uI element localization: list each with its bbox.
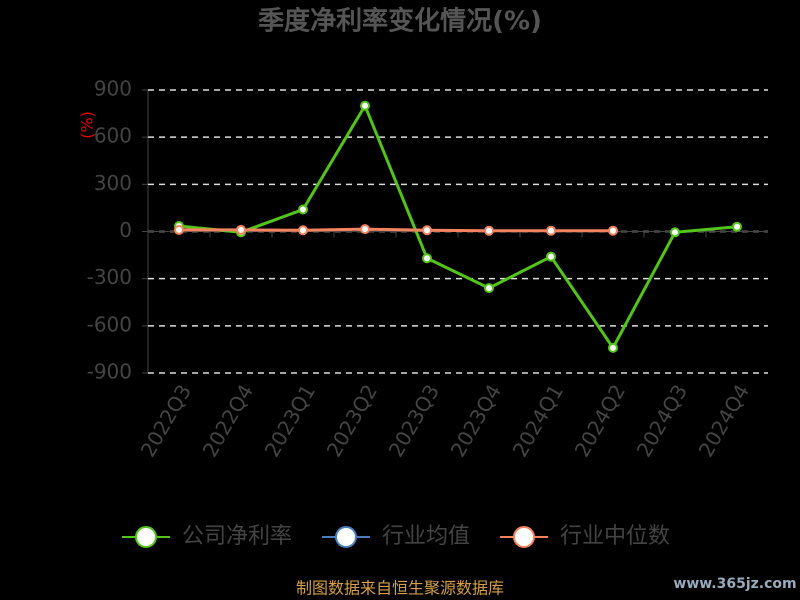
x-tick-label: 2024Q3: [632, 380, 692, 461]
point: [546, 225, 556, 236]
legend-label: 公司净利率: [182, 524, 292, 549]
x-tick-label: 2023Q3: [384, 380, 444, 461]
y-tick-label: 0: [119, 218, 132, 242]
y-tick-label: -600: [87, 312, 132, 336]
y-axis-label: (%): [78, 111, 97, 139]
legend-marker: [513, 526, 535, 548]
x-tick-label: 2023Q2: [322, 380, 382, 461]
x-tick-label: 2024Q2: [570, 380, 630, 461]
point: [608, 225, 618, 236]
point: [484, 283, 494, 294]
point: [608, 342, 618, 353]
point: [546, 251, 556, 262]
series-line: [179, 227, 613, 233]
x-tick-label: 2023Q1: [260, 380, 320, 461]
y-tick-label: -300: [87, 265, 132, 289]
point: [422, 225, 432, 236]
x-tick-label: 2024Q4: [694, 380, 754, 461]
y-tick-label: 600: [94, 124, 132, 148]
point: [360, 224, 370, 235]
x-tick-label: 2023Q4: [446, 380, 506, 461]
point: [732, 221, 742, 232]
legend-label: 行业均值: [382, 524, 470, 549]
point: [174, 224, 184, 235]
source: 制图数据来自恒生聚源数据库: [296, 579, 504, 598]
x-tick-label: 2022Q4: [198, 380, 258, 461]
series-line: [178, 102, 738, 351]
legend-marker: [335, 526, 357, 548]
point: [422, 253, 432, 264]
y-tick-label: -900: [87, 360, 132, 384]
y-tick-label: 900: [94, 77, 132, 101]
y-tick-label: 300: [94, 171, 132, 195]
legend-marker: [135, 526, 157, 548]
x-tick-label: 2022Q3: [136, 380, 196, 461]
chart-title: 季度净利率变化情况(%): [258, 6, 542, 37]
legend-label: 行业中位数: [560, 524, 670, 549]
point: [484, 225, 494, 236]
point: [298, 225, 308, 236]
point: [236, 224, 246, 235]
x-tick-label: 2024Q1: [508, 380, 568, 461]
point: [298, 204, 308, 215]
point: [670, 227, 680, 238]
point: [360, 100, 370, 111]
watermark: www.365jz.com: [673, 576, 796, 592]
